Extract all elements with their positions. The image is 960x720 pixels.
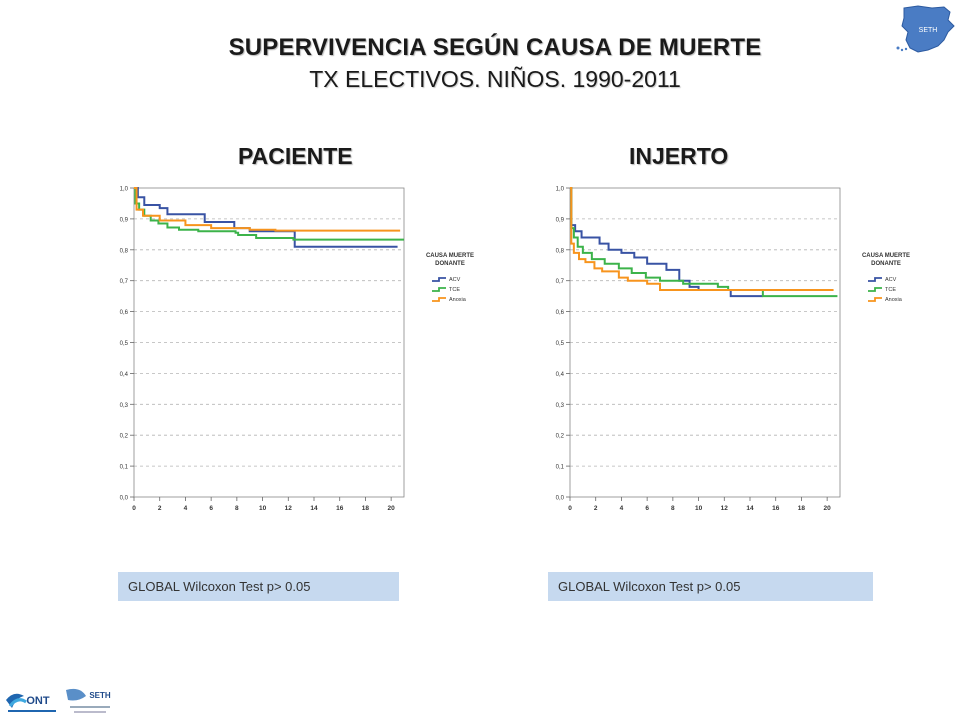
x-tick-label: 12 (721, 505, 729, 512)
legend-title: DONANTE (871, 261, 901, 267)
series-line-anoxia (134, 187, 401, 232)
stat-box-paciente: GLOBAL Wilcoxon Test p> 0.05 (118, 572, 399, 601)
y-tick-label: 0,1 (556, 465, 565, 471)
legend-swatch-tce (868, 287, 882, 292)
x-tick-label: 14 (746, 505, 754, 512)
y-tick-label: 0,8 (120, 248, 129, 254)
y-tick-label: 0,4 (556, 372, 565, 378)
x-tick-label: 20 (388, 505, 396, 512)
page-title: SUPERVIVENCIA SEGÚN CAUSA DE MUERTE (228, 34, 762, 61)
series-line-acv (570, 187, 763, 298)
x-tick-label: 2 (594, 505, 598, 512)
y-tick-label: 0,6 (120, 310, 129, 316)
y-tick-label: 0,1 (120, 465, 129, 471)
seth-logo-text: SETH (89, 691, 111, 700)
map-label: SETH (919, 27, 938, 34)
y-tick-label: 0,2 (120, 434, 129, 440)
legend-swatch-acv (868, 277, 882, 282)
legend-swatch-anoxia (432, 297, 446, 302)
legend-entry-tce: TCE (885, 287, 896, 293)
legend-entry-tce: TCE (449, 287, 460, 293)
page-subtitle: TX ELECTIVOS. NIÑOS. 1990-2011 (309, 66, 681, 92)
series-line-tce (570, 187, 838, 298)
x-tick-label: 6 (645, 505, 649, 512)
legend-title: CAUSA MUERTE (426, 253, 474, 259)
x-tick-label: 18 (798, 505, 806, 512)
y-tick-label: 0,8 (556, 248, 565, 254)
x-tick-label: 16 (336, 505, 344, 512)
legend-entry-acv: ACV (885, 277, 897, 283)
x-tick-label: 2 (158, 505, 162, 512)
series-line-acv (134, 187, 398, 248)
legend-entry-acv: ACV (449, 277, 461, 283)
legend-title: CAUSA MUERTE (862, 253, 910, 259)
y-tick-label: 1,0 (556, 187, 565, 193)
y-tick-label: 0,5 (120, 341, 129, 347)
legend-swatch-tce (432, 287, 446, 292)
survival-chart-injerto: 0,0 0,1 0,2 0,3 0,4 0,5 0,6 0,7 0,8 0,9 1,0 0 2 4 6 8 10… (556, 187, 910, 513)
legend-entry-anoxia: Anoxia (449, 297, 467, 303)
x-tick-label: 10 (695, 505, 703, 512)
y-tick-label: 0,4 (120, 372, 129, 378)
ont-logo-text: ONT (26, 695, 50, 707)
y-tick-label: 0,0 (120, 496, 129, 502)
y-tick-label: 0,7 (556, 279, 565, 285)
x-tick-label: 0 (568, 505, 572, 512)
ont-logo-icon: ONT (6, 693, 56, 712)
x-tick-label: 0 (132, 505, 136, 512)
x-tick-label: 20 (824, 505, 832, 512)
y-tick-label: 0,6 (556, 310, 565, 316)
spain-map-icon: SETH (896, 5, 955, 53)
y-tick-label: 0,3 (556, 403, 565, 409)
seth-logo-icon: SETH (66, 688, 111, 713)
x-tick-label: 4 (620, 505, 624, 512)
legend-swatch-acv (432, 277, 446, 282)
survival-chart-paciente: 0,0 0,1 0,2 0,3 0,4 0,5 0,6 0,7 0,8 0,9 1,0 0 2 4 6 8 10… (120, 187, 474, 513)
x-tick-label: 6 (209, 505, 213, 512)
legend-entry-anoxia: Anoxia (885, 297, 903, 303)
y-tick-label: 0,9 (556, 217, 565, 223)
y-tick-label: 0,2 (556, 434, 565, 440)
y-tick-label: 1,0 (120, 187, 129, 193)
x-tick-label: 10 (259, 505, 267, 512)
x-tick-label: 4 (184, 505, 188, 512)
panel-title-injerto: INJERTO (629, 143, 729, 169)
y-tick-label: 0,3 (120, 403, 129, 409)
legend-title: DONANTE (435, 261, 465, 267)
x-tick-label: 8 (235, 505, 239, 512)
y-tick-label: 0,5 (556, 341, 565, 347)
x-tick-label: 14 (310, 505, 318, 512)
stat-box-injerto: GLOBAL Wilcoxon Test p> 0.05 (548, 572, 873, 601)
y-tick-label: 0,9 (120, 217, 129, 223)
series-line-anoxia (570, 187, 834, 291)
x-tick-label: 8 (671, 505, 675, 512)
x-tick-label: 18 (362, 505, 370, 512)
x-tick-label: 16 (772, 505, 780, 512)
y-tick-label: 0,7 (120, 279, 129, 285)
panel-title-paciente: PACIENTE (238, 143, 353, 169)
x-tick-label: 12 (285, 505, 293, 512)
y-tick-label: 0,0 (556, 496, 565, 502)
legend-swatch-anoxia (868, 297, 882, 302)
